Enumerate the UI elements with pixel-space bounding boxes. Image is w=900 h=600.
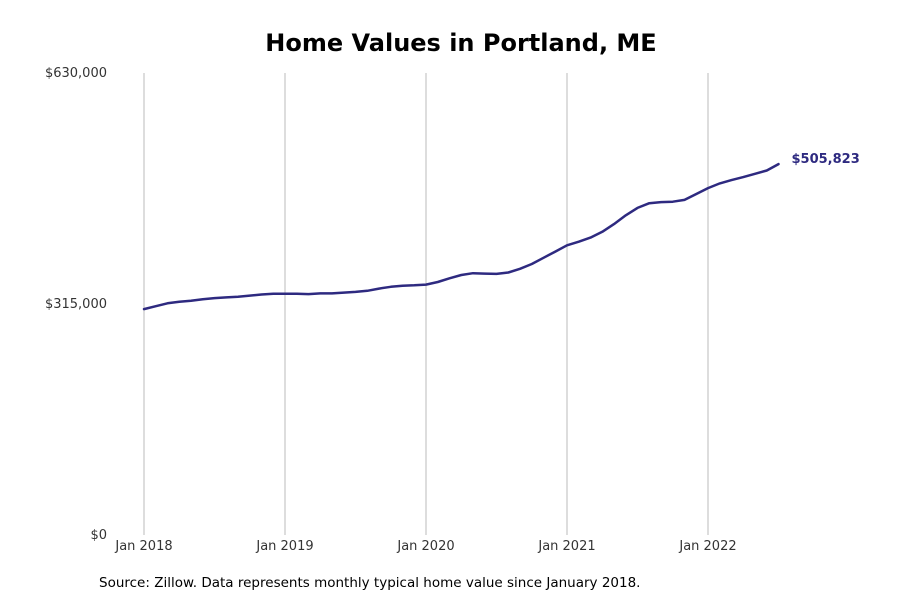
x-tick-label: Jan 2021 [537,539,595,554]
x-axis-tick-labels: Jan 2018 Jan 2019 Jan 2020 Jan 2021 Jan 2022 [114,539,736,554]
y-axis-tick-labels: $0 $315,000 $630,000 [45,66,107,543]
x-tick-label: Jan 2020 [396,539,454,554]
end-value-label: $505,823 [792,152,860,167]
series-line-home-value [142,162,780,311]
grid-lines [143,73,709,535]
y-tick-label: $315,000 [45,297,107,312]
source-note: Source: Zillow. Data represents monthly … [99,575,640,591]
y-tick-label: $630,000 [45,66,107,81]
chart-title: Home Values in Portland, ME [265,29,656,57]
x-tick-label: Jan 2018 [114,539,172,554]
x-tick-label: Jan 2019 [255,539,313,554]
x-tick-label: Jan 2022 [678,539,736,554]
y-tick-label: $0 [90,528,107,543]
